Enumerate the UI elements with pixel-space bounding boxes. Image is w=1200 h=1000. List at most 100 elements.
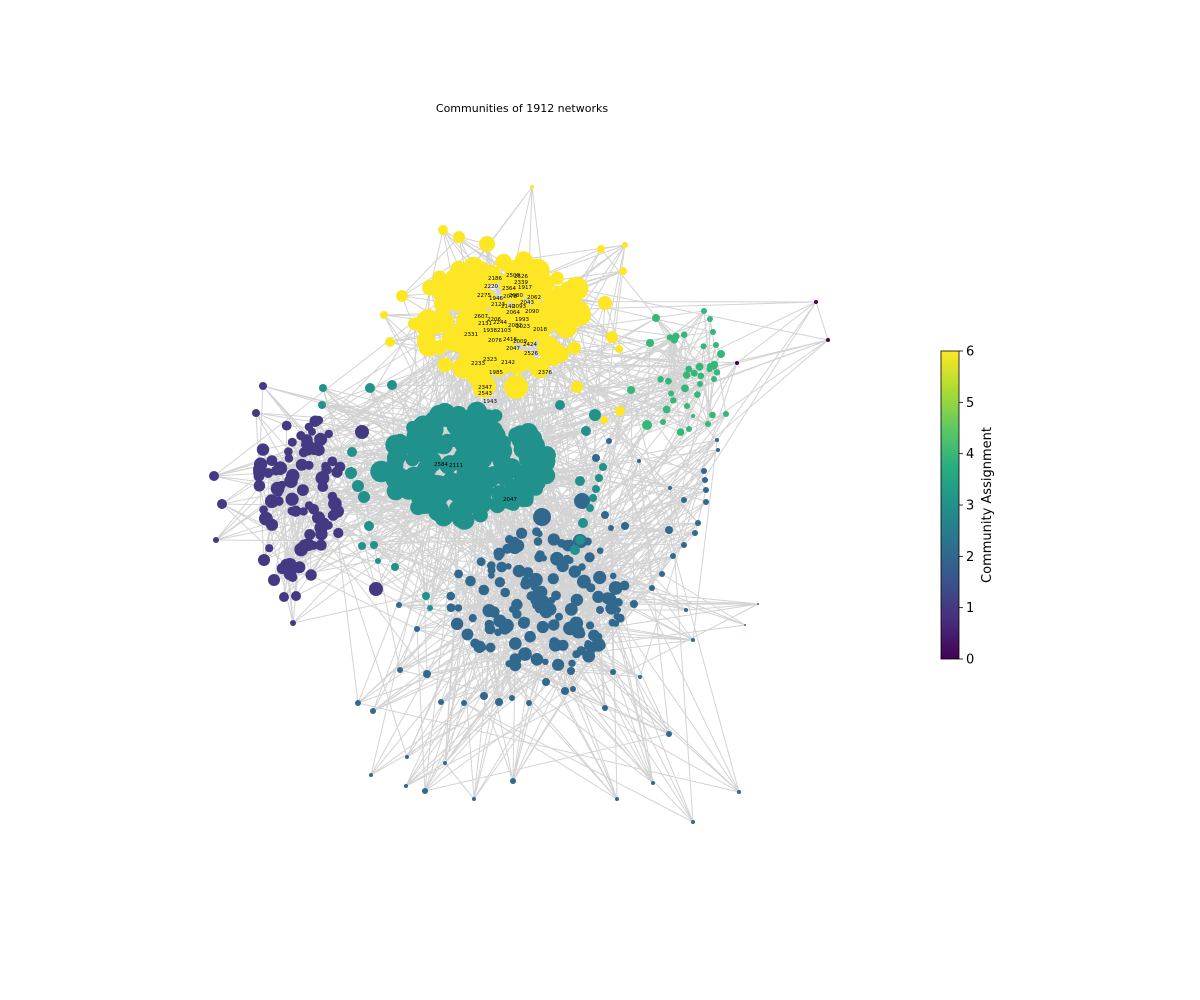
graph-node	[568, 659, 576, 667]
node-label: 2123	[491, 302, 505, 308]
graph-node	[478, 450, 493, 465]
node-label: 2233	[471, 361, 485, 367]
graph-node	[358, 491, 370, 503]
graph-node	[305, 569, 317, 581]
graph-node	[446, 591, 456, 601]
graph-node	[299, 507, 308, 516]
graph-node	[370, 708, 376, 714]
graph-node	[444, 334, 458, 348]
graph-node	[287, 572, 298, 582]
graph-node	[684, 608, 688, 612]
graph-node	[453, 275, 472, 293]
graph-node	[457, 485, 479, 507]
graph-node	[398, 480, 419, 500]
graph-node	[259, 505, 268, 514]
graph-node	[601, 511, 609, 519]
graph-node	[575, 535, 585, 545]
node-label: 2323	[483, 357, 497, 363]
graph-node	[737, 790, 741, 794]
node-label: 2023	[516, 324, 530, 330]
graph-node	[627, 386, 635, 394]
node-label: 2090	[525, 309, 539, 315]
graph-node	[438, 699, 444, 705]
graph-node	[495, 698, 503, 706]
graph-node	[744, 624, 746, 626]
graph-node	[592, 590, 605, 604]
graph-node	[263, 468, 274, 478]
graph-node	[598, 296, 612, 310]
node-label: 2140	[501, 304, 515, 310]
graph-node	[476, 557, 486, 567]
graph-node	[437, 357, 453, 373]
graph-node	[681, 497, 687, 503]
graph-node	[358, 542, 366, 550]
graph-node	[495, 253, 512, 271]
node-label: 2244	[493, 320, 507, 326]
graph-node	[380, 311, 388, 319]
graph-node	[327, 456, 338, 467]
graph-node	[591, 637, 606, 652]
graph-node	[684, 403, 690, 409]
graph-node	[711, 376, 717, 382]
graph-node	[713, 342, 719, 348]
graph-node	[499, 622, 511, 635]
graph-node	[422, 592, 430, 600]
graph-node	[404, 784, 408, 788]
graph-node	[691, 414, 695, 418]
node-label: 1917	[518, 285, 532, 291]
graph-node	[651, 781, 655, 785]
graph-node	[253, 480, 266, 492]
node-label: 1946	[489, 296, 503, 302]
graph-node	[542, 658, 549, 665]
graph-node	[455, 473, 468, 486]
graph-node	[549, 638, 562, 652]
graph-node	[315, 471, 330, 485]
colorbar-ticks: 0 1 2 3 4 5 6	[959, 345, 974, 668]
graph-node	[703, 499, 709, 505]
graph-node	[570, 545, 580, 555]
graph-node	[485, 642, 496, 653]
graph-node	[259, 382, 267, 390]
graph-node	[596, 547, 604, 554]
graph-node	[213, 537, 219, 543]
graph-node	[494, 577, 506, 588]
graph-node	[578, 563, 586, 571]
graph-node	[814, 300, 818, 304]
graph-node	[304, 460, 314, 470]
graph-node	[705, 421, 711, 427]
graph-node	[606, 593, 617, 604]
graph-node	[593, 570, 607, 585]
node-label: 1938	[483, 328, 497, 334]
graph-node	[446, 603, 456, 612]
graph-node	[508, 540, 522, 555]
graph-node	[757, 603, 759, 605]
graph-node	[273, 461, 288, 476]
graph-node	[533, 537, 543, 546]
graph-node	[610, 669, 616, 675]
graph-node	[670, 397, 677, 404]
graph-node	[582, 649, 596, 663]
graph-node	[478, 584, 490, 596]
graph-node	[691, 820, 695, 824]
graph-node	[606, 438, 612, 444]
graph-node	[483, 327, 500, 344]
graph-node	[456, 429, 479, 451]
graph-node	[523, 617, 530, 624]
graph-node	[396, 602, 402, 608]
node-label: 2103	[497, 328, 511, 334]
graph-node	[826, 338, 830, 342]
graph-node	[608, 618, 617, 627]
graph-node	[408, 317, 421, 331]
graph-node	[595, 474, 603, 482]
graph-node	[209, 471, 219, 481]
graph-node	[619, 267, 627, 275]
node-label: 2339	[514, 280, 528, 286]
graph-node	[522, 567, 534, 578]
graph-node	[258, 554, 270, 566]
graph-node	[454, 510, 475, 530]
graph-node	[453, 231, 465, 243]
graph-node	[680, 331, 688, 339]
node-label: 2186	[488, 276, 502, 282]
